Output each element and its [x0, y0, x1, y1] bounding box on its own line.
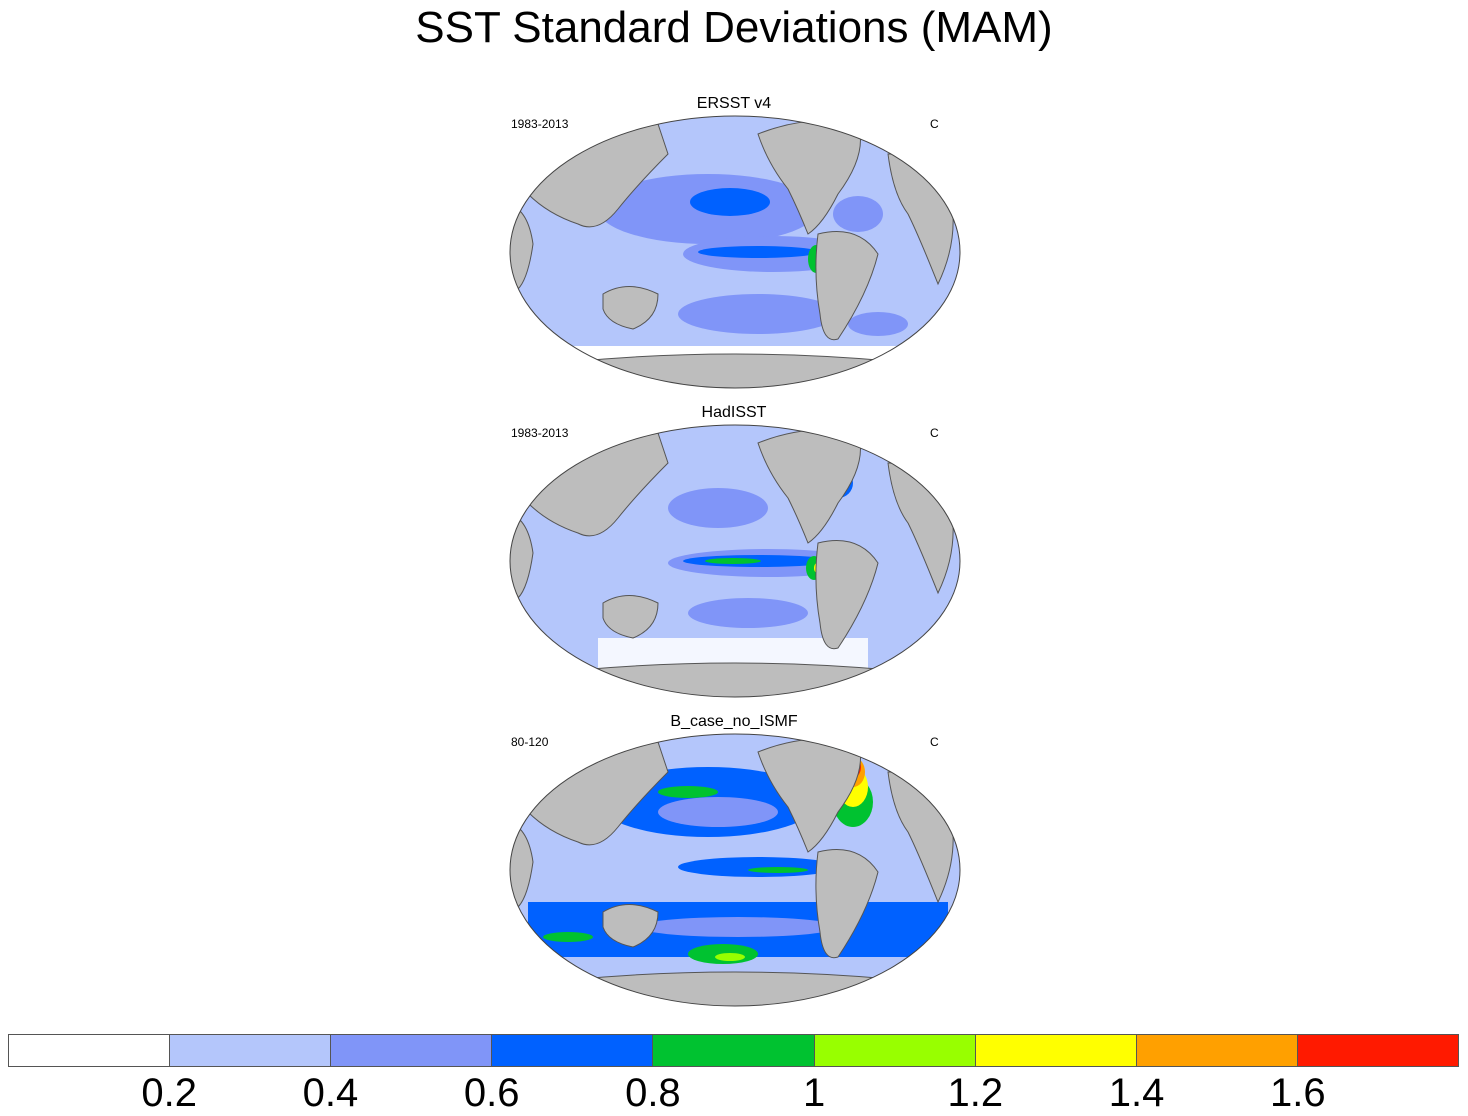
colorbar-segment [814, 1035, 976, 1066]
antarctica [510, 353, 960, 388]
colorbar-segment [1297, 1035, 1458, 1066]
panel-units-ersst: C [930, 117, 939, 131]
antarctica [510, 971, 960, 1006]
colorbar-segment [331, 1035, 493, 1066]
panel-period-ersst: 1983-2013 [511, 117, 569, 131]
contour-high [698, 246, 818, 258]
colorbar-tick-label: 0.6 [463, 1071, 520, 1115]
panel-title-bcase: B_case_no_ISMF [670, 713, 798, 730]
colorbar-segment [9, 1035, 171, 1066]
panel-units-bcase: C [930, 735, 939, 749]
colorbar-segment [1136, 1035, 1298, 1066]
contour-mid [638, 917, 838, 937]
colorbar-tick-label: 1 [802, 1071, 826, 1115]
map-bcase [509, 733, 961, 1007]
contour-mid [848, 312, 908, 336]
panel-period-bcase: 80-120 [511, 735, 549, 749]
contour-green [748, 867, 808, 873]
contour-green [543, 932, 593, 942]
south-america [815, 540, 879, 650]
colorbar-segment [653, 1035, 815, 1066]
contour-mid [678, 294, 838, 334]
colorbar-segment [975, 1035, 1137, 1066]
panel-units-hadisst: C [930, 426, 939, 440]
contour-mid [658, 797, 778, 827]
colorbar-tick-label: 0.8 [625, 1071, 681, 1115]
panel-title-ersst: ERSST v4 [696, 95, 772, 112]
map-hadisst [509, 424, 961, 698]
contour-lime [715, 953, 745, 961]
contour-green [705, 558, 761, 564]
panel-title-hadisst: HadISST [701, 404, 767, 421]
antarctica [510, 662, 960, 697]
colorbar-tick-label: 1.6 [1269, 1071, 1326, 1115]
contour-high [690, 188, 770, 216]
panel-period-hadisst: 1983-2013 [511, 426, 569, 440]
contour-green [658, 786, 718, 798]
colorbar-segment [170, 1035, 332, 1066]
south-america [815, 231, 879, 341]
map-ersst [509, 115, 961, 389]
contour-mid [833, 196, 883, 232]
figure-title: SST Standard Deviations (MAM) [415, 3, 1053, 52]
colorbar-tick-label: 0.4 [302, 1071, 359, 1115]
south-america [815, 849, 879, 959]
colorbar-tick-label: 0.2 [141, 1071, 198, 1115]
contour-high [678, 857, 838, 877]
colorbar-tick-label: 1.2 [947, 1071, 1004, 1115]
colorbar-tick-label: 1.4 [1108, 1071, 1165, 1115]
colorbar-segment [492, 1035, 654, 1066]
australia [602, 286, 659, 330]
australia [602, 595, 659, 639]
contour-mid [668, 488, 768, 528]
colorbar [8, 1034, 1459, 1067]
contour-mid [688, 598, 808, 628]
australia [602, 904, 659, 948]
